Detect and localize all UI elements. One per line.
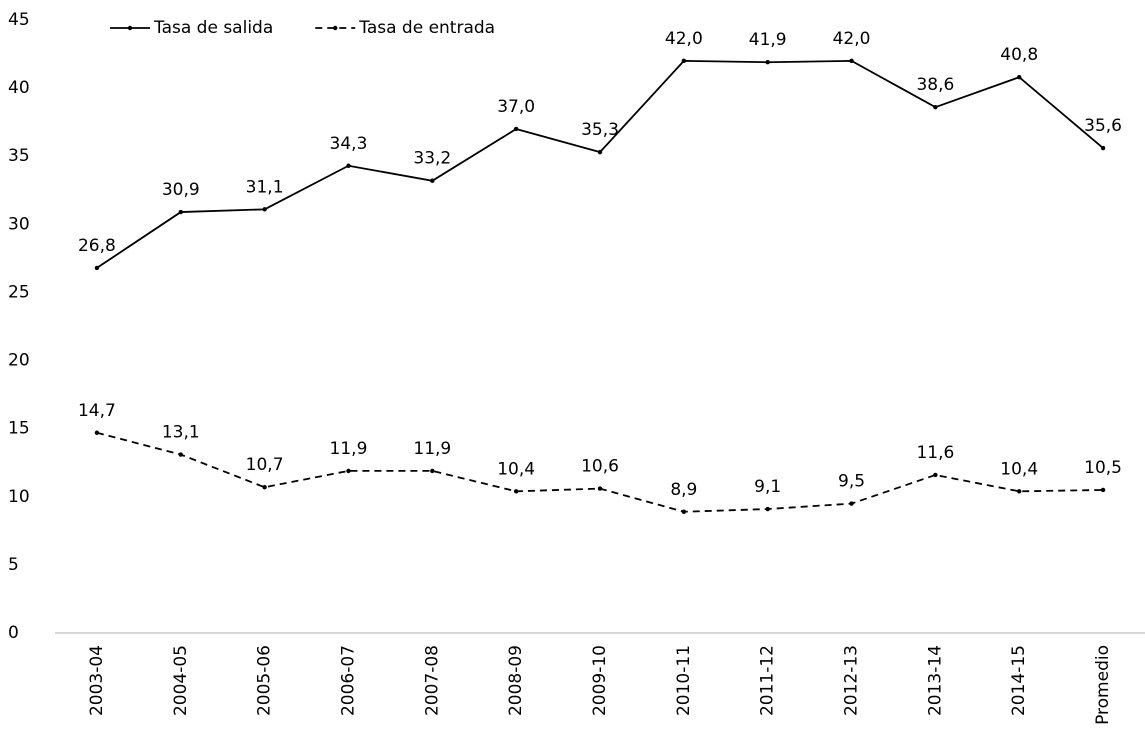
data-label: 35,3: [581, 120, 619, 140]
y-tick-label: 20: [8, 351, 30, 371]
data-label: 31,1: [246, 177, 284, 197]
legend-label: Tasa de entrada: [358, 18, 495, 38]
x-tick-label: 2010-11: [674, 645, 694, 716]
x-tick-label: 2003-04: [87, 645, 107, 716]
y-tick-label: 40: [8, 78, 30, 98]
x-tick-label: Promedio: [1093, 645, 1113, 725]
point-marker: [178, 452, 183, 457]
x-tick-label: 2014-15: [1009, 645, 1029, 716]
data-label: 37,0: [497, 97, 535, 117]
data-label: 14,7: [78, 401, 116, 421]
y-tick-label: 5: [8, 555, 19, 575]
x-tick-label: 2007-08: [422, 645, 442, 716]
x-tick-label: 2012-13: [842, 645, 862, 716]
x-tick-label: 2008-09: [506, 645, 526, 716]
y-tick-label: 15: [8, 419, 30, 439]
point-marker: [94, 265, 100, 271]
point-marker: [1017, 75, 1022, 80]
data-label: 42,0: [665, 29, 703, 49]
data-label: 11,9: [330, 439, 368, 459]
y-tick-label: 0: [8, 623, 19, 643]
point-marker: [597, 486, 603, 491]
data-label: 9,1: [754, 477, 781, 497]
data-label: 11,6: [916, 443, 954, 463]
data-label: 33,2: [413, 149, 451, 169]
point-marker: [513, 489, 519, 494]
point-marker: [681, 58, 687, 64]
point-marker: [849, 501, 854, 506]
point-marker: [765, 60, 770, 65]
y-tick-label: 45: [8, 10, 30, 30]
data-label: 8,9: [670, 480, 697, 500]
legend-marker: [127, 25, 133, 31]
data-label: 10,5: [1084, 458, 1122, 478]
x-tick-label: 2009-10: [590, 645, 610, 716]
point-marker: [1100, 145, 1106, 151]
point-marker: [681, 509, 687, 514]
data-label: 41,9: [749, 30, 787, 50]
point-marker: [933, 104, 938, 110]
data-label: 34,3: [330, 134, 368, 154]
point-marker: [346, 468, 351, 474]
x-tick-label: 2006-07: [338, 645, 358, 716]
legend-label: Tasa de salida: [153, 18, 273, 38]
y-tick-label: 35: [8, 146, 30, 166]
point-marker: [597, 149, 603, 155]
y-tick-label: 30: [8, 214, 30, 234]
point-marker: [513, 126, 519, 132]
x-tick-label: 2005-06: [255, 645, 275, 716]
x-tick-label: 2011-12: [758, 645, 778, 716]
data-label: 10,4: [1000, 459, 1038, 479]
point-marker: [933, 472, 938, 478]
data-label: 10,4: [497, 459, 535, 479]
data-label: 13,1: [162, 423, 200, 443]
point-marker: [262, 207, 267, 212]
data-label: 9,5: [838, 472, 865, 492]
data-label: 10,7: [246, 455, 284, 475]
data-label: 42,0: [833, 29, 871, 49]
point-marker: [430, 178, 435, 183]
point-marker: [1100, 487, 1106, 493]
point-marker: [262, 485, 267, 490]
legend-marker: [333, 25, 338, 31]
data-label: 26,8: [78, 236, 116, 256]
y-tick-label: 10: [8, 487, 30, 507]
data-label: 38,6: [916, 75, 954, 95]
point-marker: [178, 209, 183, 215]
data-label: 35,6: [1084, 116, 1122, 136]
data-label: 40,8: [1000, 45, 1038, 65]
x-tick-label: 2004-05: [171, 645, 191, 716]
point-marker: [94, 430, 100, 435]
x-tick-label: 2013-14: [925, 645, 945, 716]
point-marker: [765, 506, 770, 512]
point-marker: [849, 58, 854, 64]
point-marker: [1017, 489, 1022, 494]
data-label: 30,9: [162, 180, 200, 200]
data-label: 11,9: [413, 439, 451, 459]
data-label: 10,6: [581, 457, 619, 477]
y-tick-label: 25: [8, 282, 30, 302]
point-marker: [346, 163, 351, 168]
point-marker: [430, 468, 435, 474]
